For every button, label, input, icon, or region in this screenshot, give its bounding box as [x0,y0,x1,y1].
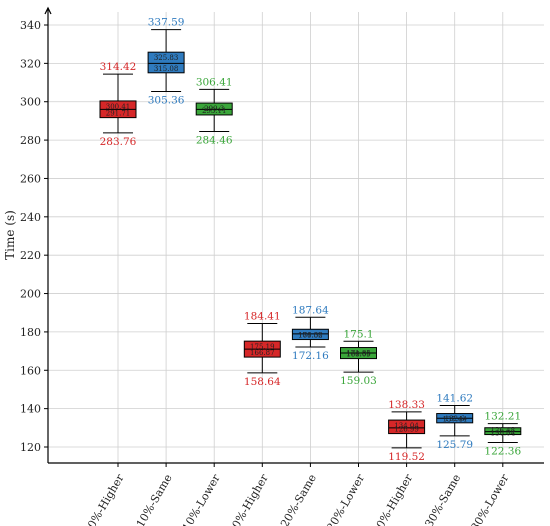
q1-label: 126.99 [394,426,419,434]
y-tick-label: 160 [20,364,41,377]
y-tick-label: 260 [20,172,41,185]
y-tick-label: 320 [20,57,41,70]
q3-label: 300.41 [106,103,131,111]
y-axis-arrow [44,6,52,15]
x-tick-label: 10%-Same [134,472,175,526]
x-tick-label: 30%-Same [422,472,463,526]
max-label: 306.41 [196,76,233,88]
min-label: 172.16 [292,350,329,362]
box-body [291,328,329,341]
y-tick-label: 340 [20,19,41,32]
q1-label: 176.02 [298,332,323,340]
min-label: 305.36 [148,94,185,106]
x-tick-label: 10%-Higher [82,471,127,526]
y-tick-label: 200 [20,288,41,301]
max-label: 141.62 [436,393,473,405]
grid [48,12,544,463]
q3-label: 130.04 [491,430,516,438]
min-label: 159.03 [340,375,377,387]
max-label: 314.42 [100,61,137,73]
min-label: 284.46 [196,135,233,147]
min-label: 283.76 [100,136,137,148]
y-tick-label: 300 [20,96,41,109]
y-tick-label: 280 [20,134,41,147]
q1-label: 291.71 [106,110,131,118]
y-tick-label: 180 [20,326,41,339]
min-label: 119.52 [388,451,425,463]
q3-label: 137.44 [442,416,467,424]
max-label: 138.33 [388,399,425,411]
max-label: 184.41 [244,310,281,322]
min-label: 158.64 [244,376,281,388]
max-label: 337.59 [148,17,185,29]
q3-label: 299.3 [204,105,224,113]
axes: 120 140 160 180 200 220 240 260 280 300 320 340 [20,6,544,464]
q3-label: 134.04 [394,422,419,430]
y-tick-label: 220 [20,249,41,262]
max-label: 132.21 [484,411,521,423]
box-10-same: 325.83 315.08 337.59 305.36 10%-Same [134,17,185,526]
box-body [147,51,185,74]
q1-label: 293.11 [202,107,227,115]
min-label: 125.79 [436,439,473,451]
x-tick-label: 20%-Lower [324,471,367,526]
y-tick-label: 140 [20,403,41,416]
x-tick-label: 10%-Lower [180,471,223,526]
y-tick-label: 240 [20,211,41,224]
q3-label: 171.85 [346,350,371,358]
boxes: 300.41291.71314.42283.7610%-Higher325.83… [82,17,522,526]
q3-label: 181.38 [298,331,323,339]
q1-label: 166.87 [250,349,275,357]
y-axis-title: Time (s) [3,210,17,260]
q3-label: 325.83 [154,54,179,62]
q1-label: 166.09 [346,351,371,359]
q1-label: 132.6 [445,415,466,423]
y-tick-label: 120 [20,441,41,454]
box-body [388,419,426,435]
max-label: 175.1 [343,328,373,340]
x-tick-label: 20%-Higher [226,471,271,526]
q1-label: 315.08 [154,65,179,73]
q1-label: 126.48 [491,427,516,435]
min-label: 122.36 [484,445,521,457]
max-label: 187.64 [292,304,329,316]
x-tick-label: 20%-Same [278,472,319,526]
q3-label: 175.19 [250,343,275,351]
x-tick-label: 30%-Higher [370,471,415,526]
x-tick-label: 30%-Lower [468,471,511,526]
